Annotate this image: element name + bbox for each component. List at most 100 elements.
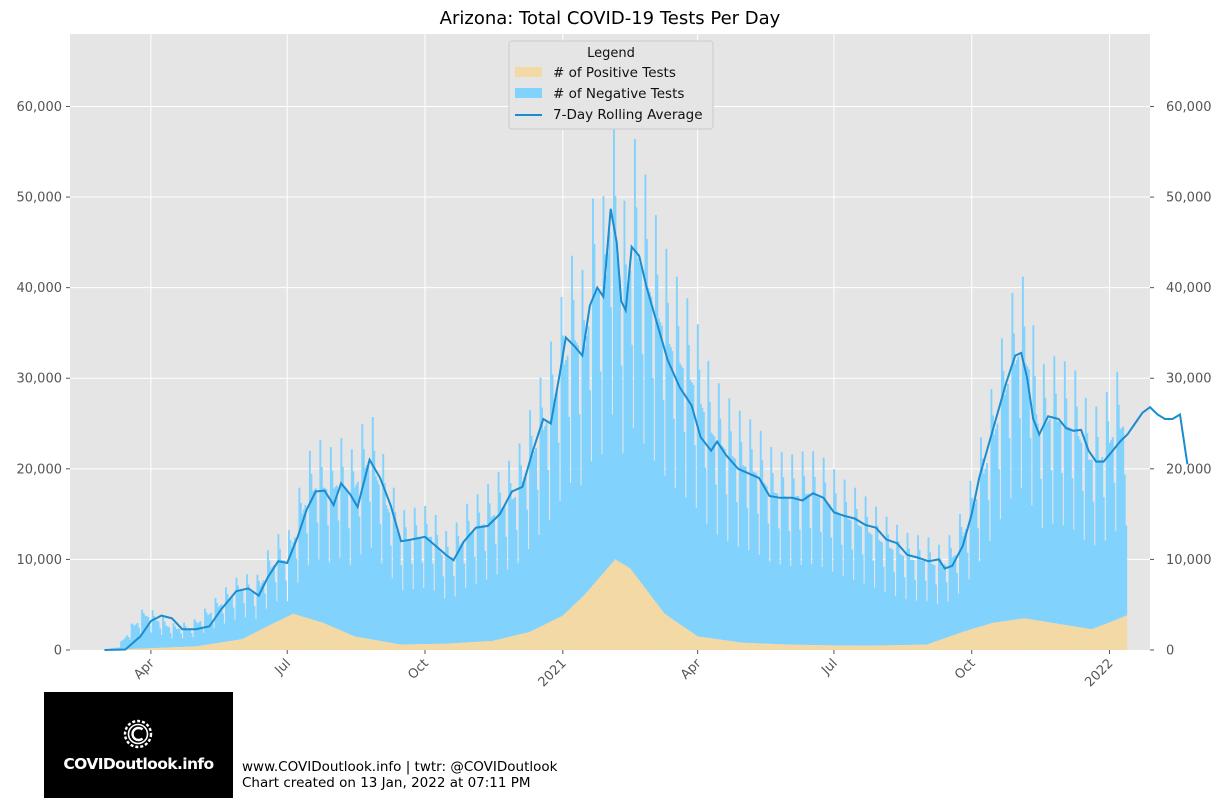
- negative-tests-bar: [410, 563, 413, 645]
- positive-tests-bar: [1051, 622, 1054, 650]
- positive-tests-bar: [720, 639, 723, 650]
- negative-tests-bar: [415, 525, 418, 645]
- negative-tests-bar: [872, 560, 875, 646]
- negative-tests-bar: [154, 620, 157, 649]
- positive-tests-bar: [237, 639, 239, 650]
- positive-tests-bar: [201, 645, 203, 650]
- positive-tests-bar: [205, 644, 208, 650]
- y-tick-label-right: 40,000: [1166, 281, 1212, 296]
- x-tick-label: Oct: [952, 656, 979, 683]
- positive-tests-bar: [678, 624, 681, 650]
- negative-tests-bar: [371, 417, 374, 640]
- negative-tests-bar: [1086, 433, 1089, 629]
- positive-tests-bar: [530, 631, 533, 650]
- negative-tests-bar: [690, 382, 693, 633]
- positive-tests-bar: [743, 642, 746, 650]
- positive-tests-bar: [359, 637, 362, 650]
- positive-tests-bar: [611, 562, 614, 650]
- positive-tests-bar: [746, 642, 749, 650]
- negative-tests-bar: [362, 449, 365, 638]
- negative-tests-bar: [496, 574, 499, 640]
- positive-tests-bar: [268, 625, 271, 650]
- negative-tests-bar: [981, 458, 984, 626]
- negative-tests-bar: [972, 509, 975, 629]
- negative-tests-bar: [810, 564, 813, 646]
- positive-tests-bar: [747, 642, 750, 650]
- negative-tests-bar: [882, 566, 885, 646]
- positive-tests-bar: [887, 645, 890, 650]
- negative-tests-bar: [437, 549, 440, 644]
- positive-tests-bar: [1012, 619, 1015, 650]
- negative-tests-bar: [807, 493, 810, 645]
- positive-tests-bar: [690, 632, 693, 650]
- positive-tests-bar: [731, 641, 734, 650]
- positive-tests-bar: [482, 641, 485, 650]
- positive-tests-bar: [481, 641, 484, 650]
- footer-created-date: Chart created on 13 Jan, 2022 at 07:11 P…: [242, 775, 531, 791]
- positive-tests-bar: [1095, 627, 1098, 650]
- positive-tests-bar: [437, 643, 440, 650]
- negative-tests-bar: [1066, 426, 1069, 626]
- negative-tests-bar: [656, 274, 659, 604]
- negative-tests-bar: [502, 507, 505, 639]
- positive-tests-bar: [744, 642, 747, 650]
- negative-tests-bar: [132, 624, 135, 649]
- positive-tests-bar: [521, 633, 524, 650]
- negative-tests-bar: [732, 457, 735, 642]
- positive-tests-bar: [523, 633, 526, 650]
- positive-tests-bar: [976, 627, 979, 650]
- positive-tests-bar: [704, 637, 707, 650]
- negative-tests-bar: [833, 469, 836, 646]
- positive-tests-bar: [141, 648, 144, 650]
- positive-tests-bar: [254, 632, 257, 650]
- negative-tests-bar: [286, 601, 289, 617]
- positive-tests-bar: [921, 644, 924, 650]
- positive-tests-bar: [788, 644, 791, 650]
- negative-tests-bar: [1090, 459, 1093, 630]
- negative-tests-bar: [927, 537, 930, 645]
- positive-tests-bar: [870, 645, 873, 650]
- negative-tests-bar: [310, 474, 313, 620]
- positive-tests-bar: [475, 641, 478, 650]
- positive-tests-bar: [403, 644, 406, 650]
- negative-tests-bar: [621, 453, 624, 564]
- positive-tests-bar: [1063, 624, 1066, 650]
- positive-tests-bar: [187, 646, 190, 650]
- positive-tests-bar: [909, 644, 912, 650]
- x-tick-label: 2022: [1082, 656, 1116, 690]
- negative-tests-bar: [669, 347, 672, 618]
- positive-tests-bar: [1002, 621, 1005, 650]
- negative-tests-bar: [657, 318, 660, 606]
- positive-tests-bar: [386, 642, 389, 650]
- negative-tests-bar: [1047, 420, 1050, 623]
- positive-tests-bar: [879, 645, 882, 650]
- negative-tests-bar: [803, 475, 806, 645]
- positive-tests-bar: [798, 644, 801, 650]
- negative-tests-bar: [707, 361, 710, 638]
- negative-tests-bar: [246, 574, 248, 637]
- positive-tests-bar: [313, 620, 316, 650]
- positive-tests-bar: [517, 634, 520, 650]
- positive-tests-bar: [770, 643, 773, 650]
- positive-tests-bar: [370, 639, 373, 650]
- positive-tests-bar: [708, 638, 711, 650]
- positive-tests-bar: [503, 638, 506, 650]
- positive-tests-bar: [950, 636, 952, 650]
- positive-tests-bar: [488, 641, 491, 650]
- negative-tests-bar: [677, 326, 680, 624]
- negative-tests-bar: [515, 529, 518, 636]
- positive-tests-bar: [301, 616, 304, 650]
- negative-tests-bar: [605, 275, 608, 570]
- positive-tests-bar: [672, 619, 675, 650]
- negative-tests-bar: [145, 616, 148, 649]
- positive-tests-bar: [1116, 619, 1119, 650]
- negative-tests-bar: [1101, 456, 1104, 626]
- negative-tests-bar: [888, 547, 891, 646]
- positive-tests-bar: [1033, 620, 1036, 650]
- negative-tests-bar: [1119, 429, 1122, 619]
- positive-tests-bar: [621, 563, 624, 650]
- positive-tests-bar: [933, 641, 936, 650]
- negative-tests-bar: [764, 484, 767, 644]
- positive-tests-bar: [247, 636, 250, 650]
- positive-tests-bar: [214, 643, 217, 650]
